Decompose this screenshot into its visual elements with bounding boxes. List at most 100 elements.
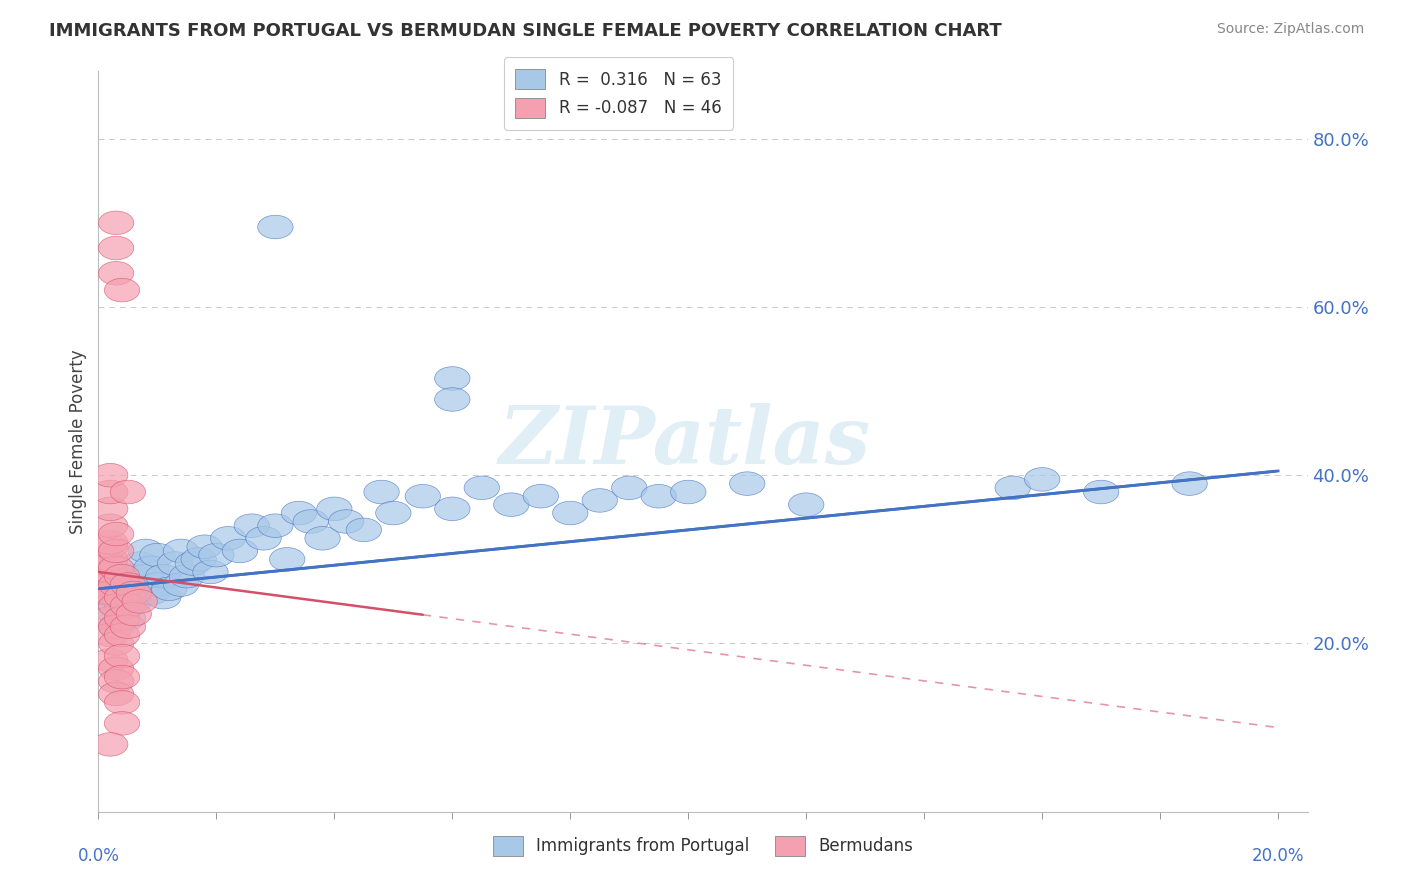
Ellipse shape — [87, 552, 122, 575]
Ellipse shape — [98, 615, 134, 639]
Ellipse shape — [104, 624, 139, 647]
Ellipse shape — [152, 577, 187, 600]
Ellipse shape — [434, 367, 470, 390]
Ellipse shape — [93, 535, 128, 558]
Ellipse shape — [110, 594, 146, 617]
Ellipse shape — [612, 476, 647, 500]
Ellipse shape — [193, 560, 228, 583]
Ellipse shape — [110, 480, 146, 504]
Ellipse shape — [98, 261, 134, 285]
Ellipse shape — [222, 539, 257, 563]
Ellipse shape — [257, 514, 292, 538]
Text: 0.0%: 0.0% — [77, 847, 120, 865]
Ellipse shape — [405, 484, 440, 508]
Ellipse shape — [93, 464, 128, 487]
Ellipse shape — [93, 497, 128, 521]
Ellipse shape — [146, 585, 181, 609]
Ellipse shape — [98, 577, 134, 600]
Ellipse shape — [98, 211, 134, 235]
Ellipse shape — [163, 539, 198, 563]
Ellipse shape — [146, 565, 181, 588]
Ellipse shape — [93, 514, 128, 538]
Ellipse shape — [292, 509, 329, 533]
Ellipse shape — [316, 497, 352, 521]
Ellipse shape — [233, 514, 270, 538]
Ellipse shape — [346, 518, 381, 541]
Ellipse shape — [93, 548, 128, 571]
Ellipse shape — [98, 236, 134, 260]
Ellipse shape — [98, 594, 134, 617]
Ellipse shape — [104, 644, 139, 668]
Ellipse shape — [157, 552, 193, 575]
Ellipse shape — [104, 585, 139, 609]
Ellipse shape — [163, 573, 198, 597]
Ellipse shape — [104, 712, 139, 735]
Ellipse shape — [98, 615, 134, 639]
Ellipse shape — [104, 607, 139, 630]
Ellipse shape — [98, 556, 134, 580]
Ellipse shape — [122, 577, 157, 600]
Ellipse shape — [176, 552, 211, 575]
Ellipse shape — [434, 497, 470, 521]
Ellipse shape — [329, 509, 364, 533]
Ellipse shape — [104, 565, 139, 588]
Ellipse shape — [134, 556, 169, 580]
Ellipse shape — [110, 573, 146, 597]
Text: ZIPatlas: ZIPatlas — [499, 403, 870, 480]
Ellipse shape — [98, 573, 134, 597]
Ellipse shape — [93, 607, 128, 630]
Ellipse shape — [134, 582, 169, 605]
Ellipse shape — [93, 531, 128, 554]
Ellipse shape — [110, 615, 146, 639]
Ellipse shape — [93, 582, 128, 605]
Ellipse shape — [104, 278, 139, 301]
Ellipse shape — [671, 480, 706, 504]
Legend: Immigrants from Portugal, Bermudans: Immigrants from Portugal, Bermudans — [486, 829, 920, 863]
Ellipse shape — [98, 523, 134, 546]
Ellipse shape — [995, 476, 1031, 500]
Text: 20.0%: 20.0% — [1251, 847, 1305, 865]
Ellipse shape — [730, 472, 765, 495]
Ellipse shape — [1084, 480, 1119, 504]
Ellipse shape — [87, 573, 122, 597]
Ellipse shape — [169, 565, 205, 588]
Ellipse shape — [122, 590, 157, 613]
Ellipse shape — [1025, 467, 1060, 491]
Ellipse shape — [211, 526, 246, 550]
Ellipse shape — [110, 607, 146, 630]
Ellipse shape — [98, 657, 134, 681]
Text: IMMIGRANTS FROM PORTUGAL VS BERMUDAN SINGLE FEMALE POVERTY CORRELATION CHART: IMMIGRANTS FROM PORTUGAL VS BERMUDAN SIN… — [49, 22, 1002, 40]
Ellipse shape — [104, 665, 139, 689]
Ellipse shape — [305, 526, 340, 550]
Ellipse shape — [187, 535, 222, 558]
Ellipse shape — [128, 565, 163, 588]
Ellipse shape — [582, 489, 617, 512]
Ellipse shape — [87, 548, 122, 571]
Ellipse shape — [523, 484, 558, 508]
Ellipse shape — [98, 670, 134, 693]
Y-axis label: Single Female Poverty: Single Female Poverty — [69, 350, 87, 533]
Text: Source: ZipAtlas.com: Source: ZipAtlas.com — [1216, 22, 1364, 37]
Ellipse shape — [494, 493, 529, 516]
Ellipse shape — [270, 548, 305, 571]
Ellipse shape — [104, 568, 139, 592]
Ellipse shape — [93, 560, 128, 583]
Ellipse shape — [87, 582, 122, 605]
Ellipse shape — [246, 526, 281, 550]
Ellipse shape — [93, 648, 128, 672]
Ellipse shape — [257, 215, 292, 239]
Ellipse shape — [181, 548, 217, 571]
Ellipse shape — [117, 602, 152, 626]
Ellipse shape — [98, 539, 134, 563]
Ellipse shape — [93, 480, 128, 504]
Ellipse shape — [789, 493, 824, 516]
Ellipse shape — [104, 594, 139, 617]
Ellipse shape — [98, 682, 134, 706]
Ellipse shape — [139, 543, 176, 567]
Ellipse shape — [117, 582, 152, 605]
Ellipse shape — [553, 501, 588, 524]
Ellipse shape — [281, 501, 316, 524]
Ellipse shape — [128, 539, 163, 563]
Ellipse shape — [464, 476, 499, 500]
Ellipse shape — [98, 632, 134, 656]
